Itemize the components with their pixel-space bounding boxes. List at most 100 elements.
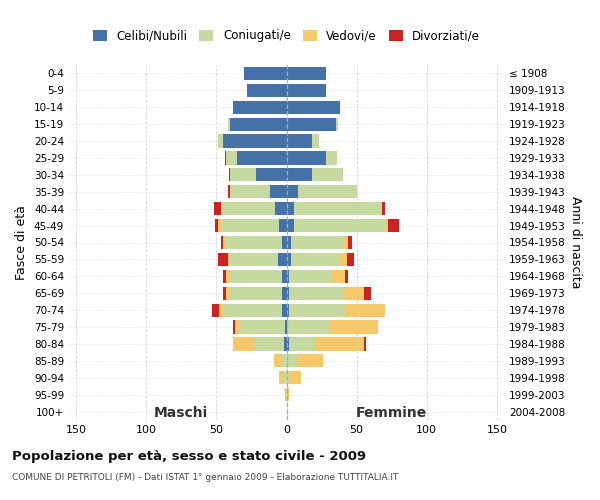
Bar — [293, 219, 385, 232]
Bar — [244, 67, 287, 80]
Bar — [289, 371, 301, 384]
Bar — [225, 152, 226, 164]
Bar — [287, 338, 289, 350]
Bar — [382, 202, 385, 215]
Bar — [233, 100, 287, 114]
Bar — [289, 286, 343, 300]
Bar — [238, 152, 287, 164]
Bar — [240, 320, 285, 334]
Bar — [227, 185, 230, 198]
Bar — [229, 168, 230, 181]
Bar — [274, 354, 281, 368]
Bar — [347, 253, 354, 266]
Bar — [287, 67, 326, 80]
Bar — [282, 236, 287, 249]
Bar — [287, 202, 293, 215]
Text: Maschi: Maschi — [154, 406, 208, 420]
Bar — [364, 338, 367, 350]
Bar — [291, 236, 344, 249]
Bar — [233, 320, 235, 334]
Text: Femmine: Femmine — [356, 406, 427, 420]
Bar — [233, 338, 253, 350]
Bar — [287, 168, 312, 181]
Bar — [289, 338, 314, 350]
Bar — [285, 388, 287, 401]
Bar — [230, 118, 287, 131]
Bar — [293, 202, 380, 215]
Bar — [287, 100, 340, 114]
Bar — [218, 219, 221, 232]
Bar — [287, 236, 291, 249]
Bar — [287, 134, 312, 147]
Bar — [226, 286, 229, 300]
Bar — [340, 253, 347, 266]
Bar — [335, 118, 338, 131]
Bar — [221, 202, 222, 215]
Bar — [329, 320, 378, 334]
Bar — [223, 286, 226, 300]
Bar — [289, 304, 346, 316]
Bar — [229, 253, 278, 266]
Bar — [312, 134, 319, 147]
Bar — [214, 202, 221, 215]
Bar — [385, 219, 388, 232]
Bar — [312, 168, 343, 181]
Bar — [229, 286, 282, 300]
Bar — [218, 134, 223, 147]
Bar — [364, 286, 371, 300]
Bar — [344, 236, 348, 249]
Y-axis label: Fasce di età: Fasce di età — [16, 205, 28, 280]
Bar — [298, 354, 323, 368]
Bar — [348, 236, 352, 249]
Bar — [281, 354, 287, 368]
Bar — [287, 253, 291, 266]
Bar — [223, 270, 226, 283]
Bar — [229, 270, 282, 283]
Bar — [287, 354, 298, 368]
Bar — [287, 84, 326, 97]
Bar — [219, 304, 223, 316]
Bar — [282, 270, 287, 283]
Bar — [287, 270, 289, 283]
Bar — [235, 320, 240, 334]
Bar — [346, 304, 385, 316]
Bar — [287, 371, 289, 384]
Bar — [282, 304, 287, 316]
Bar — [226, 270, 229, 283]
Bar — [215, 219, 218, 232]
Bar — [247, 84, 287, 97]
Text: COMUNE DI PETRITOLI (FM) - Dati ISTAT 1° gennaio 2009 - Elaborazione TUTTITALIA.: COMUNE DI PETRITOLI (FM) - Dati ISTAT 1°… — [12, 472, 398, 482]
Bar — [223, 236, 226, 249]
Bar — [275, 202, 287, 215]
Bar — [223, 134, 287, 147]
Bar — [278, 253, 287, 266]
Bar — [269, 185, 287, 198]
Bar — [380, 202, 382, 215]
Bar — [226, 236, 282, 249]
Bar — [226, 152, 238, 164]
Bar — [221, 236, 223, 249]
Text: Popolazione per età, sesso e stato civile - 2009: Popolazione per età, sesso e stato civil… — [12, 450, 366, 463]
Legend: Celibi/Nubili, Coniugati/e, Vedovi/e, Divorziati/e: Celibi/Nubili, Coniugati/e, Vedovi/e, Di… — [88, 25, 485, 47]
Bar — [343, 286, 364, 300]
Bar — [287, 286, 289, 300]
Bar — [222, 202, 275, 215]
Y-axis label: Anni di nascita: Anni di nascita — [569, 196, 582, 289]
Bar — [346, 270, 348, 283]
Bar — [218, 253, 227, 266]
Bar — [284, 371, 287, 384]
Bar — [284, 338, 287, 350]
Bar — [287, 152, 326, 164]
Bar — [212, 304, 219, 316]
Bar — [331, 270, 346, 283]
Bar — [223, 304, 282, 316]
Bar — [280, 371, 284, 384]
Bar — [227, 118, 230, 131]
Bar — [289, 270, 331, 283]
Bar — [256, 168, 287, 181]
Bar — [314, 338, 364, 350]
Bar — [280, 219, 287, 232]
Bar — [287, 185, 298, 198]
Bar — [291, 253, 340, 266]
Bar — [282, 286, 287, 300]
